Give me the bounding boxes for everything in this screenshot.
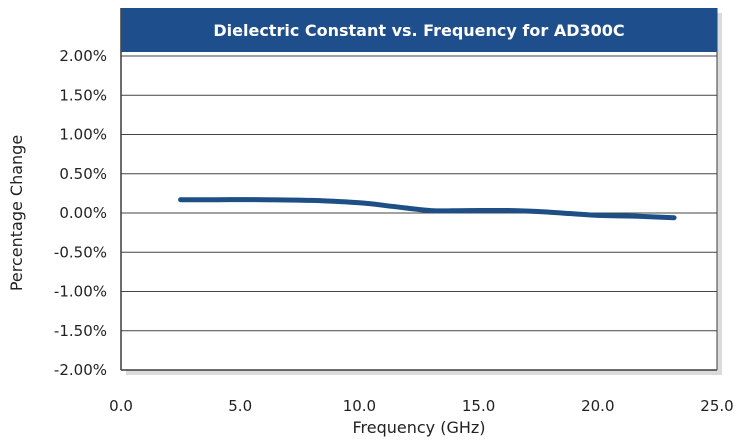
- y-axis-label: Percentage Change: [7, 135, 26, 291]
- y-tick-labels: 2.00% 1.50% 1.00% 0.50% 0.00% -0.50% -1.00% -1.…: [54, 47, 107, 379]
- y-tick-label: -0.50%: [54, 243, 107, 261]
- x-tick-label: 0.0: [109, 397, 133, 415]
- x-axis-label: Frequency (GHz): [352, 418, 485, 437]
- y-tick-label: 2.00%: [59, 47, 107, 65]
- x-tick-label: 15.0: [462, 397, 495, 415]
- y-tick-label: -1.50%: [54, 322, 107, 340]
- chart-title: Dielectric Constant vs. Frequency for AD…: [213, 21, 624, 40]
- x-tick-label: 10.0: [343, 397, 376, 415]
- title-bar: [121, 8, 717, 52]
- x-tick-label: 25.0: [700, 397, 733, 415]
- series-layer: [178, 197, 677, 221]
- x-tick-labels: 0.0 5.0 10.0 15.0 20.0 25.0: [109, 397, 734, 415]
- y-tick-label: -2.00%: [54, 361, 107, 379]
- plot-shadow-layer: [121, 8, 722, 375]
- y-tick-label: 1.50%: [59, 86, 107, 104]
- x-tick-label: 20.0: [581, 397, 614, 415]
- y-tick-label: 0.00%: [59, 204, 107, 222]
- y-tick-label: -1.00%: [54, 283, 107, 301]
- title-layer: Dielectric Constant vs. Frequency for AD…: [121, 8, 717, 52]
- y-tick-label: 1.00%: [59, 126, 107, 144]
- plot-panel: [121, 8, 717, 370]
- y-tick-label: 0.50%: [59, 165, 107, 183]
- plot-border-layer: [120, 8, 718, 371]
- x-tick-label: 5.0: [228, 397, 252, 415]
